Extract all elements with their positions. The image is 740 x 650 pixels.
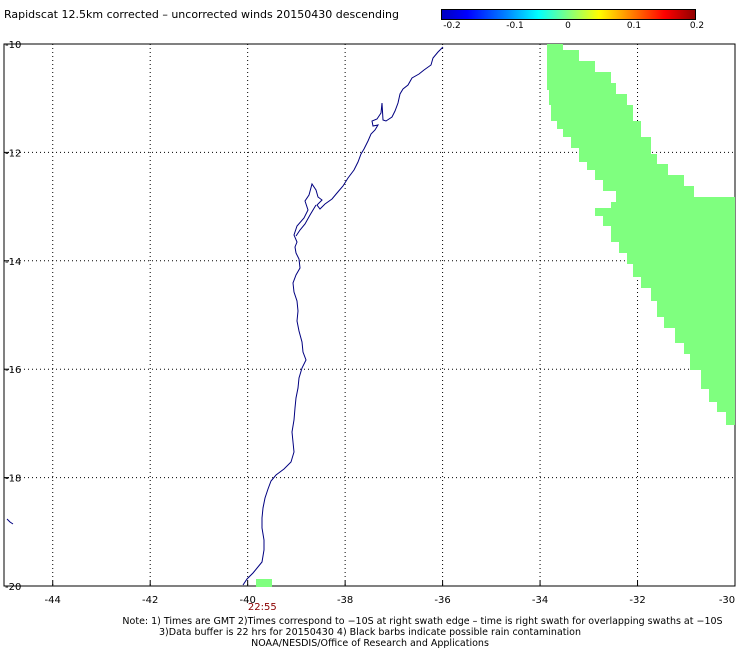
longitude-label: -34 (532, 595, 548, 606)
colorbar (441, 9, 696, 20)
swath-fragment (256, 579, 272, 587)
island-mark (6, 518, 14, 525)
longitude-label: -36 (434, 595, 450, 606)
grid-layer (4, 43, 736, 587)
footnote-line-2: 3)Data buffer is 22 hrs for 20150430 4) … (159, 627, 581, 638)
latitude-label: -18 (5, 474, 21, 485)
colorbar-label-pos02: 0.2 (689, 21, 705, 31)
latitude-label: -20 (5, 582, 21, 593)
latitude-label: -14 (5, 257, 21, 268)
latitude-labels: -10 -12 -14 -16 -18 -20 (5, 40, 21, 593)
latitude-label: -10 (5, 40, 21, 51)
coastline-bay (295, 204, 317, 237)
longitude-label: -30 (719, 595, 735, 606)
longitude-label: -44 (45, 595, 61, 606)
longitude-label: -38 (337, 595, 353, 606)
longitude-label: -42 (142, 595, 158, 606)
latitude-label: -16 (5, 365, 21, 376)
longitude-label: -40 (239, 595, 255, 606)
swath-time-label: 22:55 (248, 602, 277, 613)
colorbar-label-pos01: 0.1 (626, 21, 642, 31)
wind-swath (256, 44, 735, 587)
colorbar-label-neg01: -0.1 (506, 21, 524, 31)
longitude-label: -32 (629, 595, 645, 606)
colorbar-label-neg02: -0.2 (443, 21, 461, 31)
coastline (242, 46, 444, 586)
swath-polygon (547, 44, 735, 425)
footnote-credit: NOAA/NESDIS/Office of Research and Appli… (251, 638, 489, 649)
footnote-line-1: Note: 1) Times are GMT 2)Times correspon… (122, 616, 723, 627)
longitude-labels: -44 -42 -40 -38 -36 -34 -32 -30 (45, 595, 736, 606)
map-title: Rapidscat 12.5km corrected – uncorrected… (4, 8, 400, 21)
colorbar-label-zero: 0 (565, 21, 571, 31)
latitude-label: -12 (5, 148, 21, 159)
